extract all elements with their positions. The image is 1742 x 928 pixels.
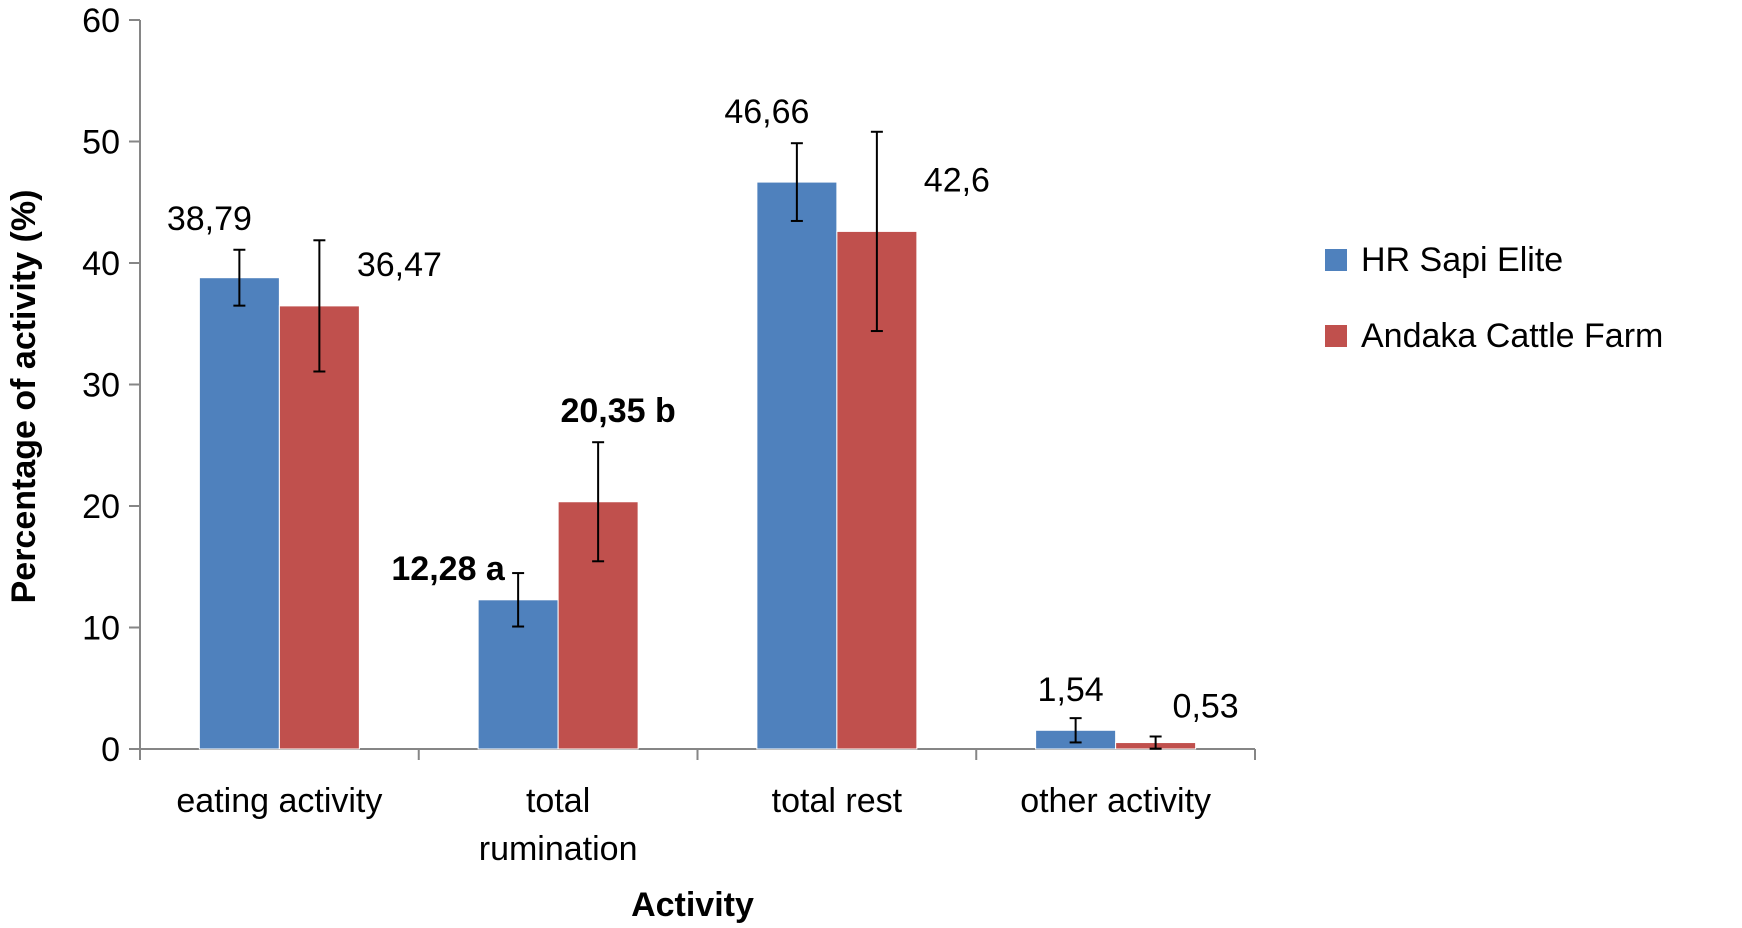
y-tick-label: 40	[82, 245, 120, 283]
x-tick-label: total rest	[772, 782, 903, 820]
legend-label: Andaka Cattle Farm	[1361, 317, 1663, 355]
legend-swatch	[1325, 249, 1347, 271]
y-tick-label: 60	[82, 2, 120, 40]
y-tick-label: 20	[82, 488, 120, 526]
x-tick-label: other activity	[1020, 782, 1211, 820]
y-tick-label: 50	[82, 124, 120, 162]
bar-andaka-cattle-farm-0	[278, 305, 360, 750]
legend-label: HR Sapi Elite	[1361, 241, 1563, 279]
data-label: 38,79	[167, 200, 252, 238]
data-label: 36,47	[357, 246, 442, 284]
bar-hr-sapi-elite-2	[756, 181, 838, 750]
chart-legend: HR Sapi Elite Andaka Cattle Farm	[1325, 241, 1663, 355]
data-label: 12,28 a	[391, 550, 506, 588]
legend-swatch	[1325, 325, 1347, 347]
data-label: 42,6	[924, 161, 990, 199]
y-tick-label: 10	[82, 610, 120, 648]
y-tick-label: 0	[101, 731, 120, 769]
chart-bars	[198, 130, 1197, 750]
x-tick-label: eating activity	[176, 782, 382, 820]
y-axis-title: Percentage of activity (%)	[5, 190, 43, 604]
x-tick-label: total	[526, 782, 590, 820]
data-label: 0,53	[1173, 688, 1239, 726]
data-label: 1,54	[1038, 671, 1104, 709]
data-label: 20,35 b	[560, 392, 675, 430]
y-tick-label: 30	[82, 367, 120, 405]
bar-hr-sapi-elite-0	[198, 277, 280, 750]
chart-axes: 0 10 20 30 40 50 60 eating activity total ruminat…	[82, 2, 1256, 868]
data-label: 46,66	[724, 93, 809, 131]
x-axis-title: Activity	[631, 886, 754, 924]
chart-data-labels: 38,79 12,28 a 46,66 1,54 36,47 20,35 b 42,6 0,5…	[167, 93, 1239, 725]
x-tick-label: rumination	[479, 830, 638, 868]
